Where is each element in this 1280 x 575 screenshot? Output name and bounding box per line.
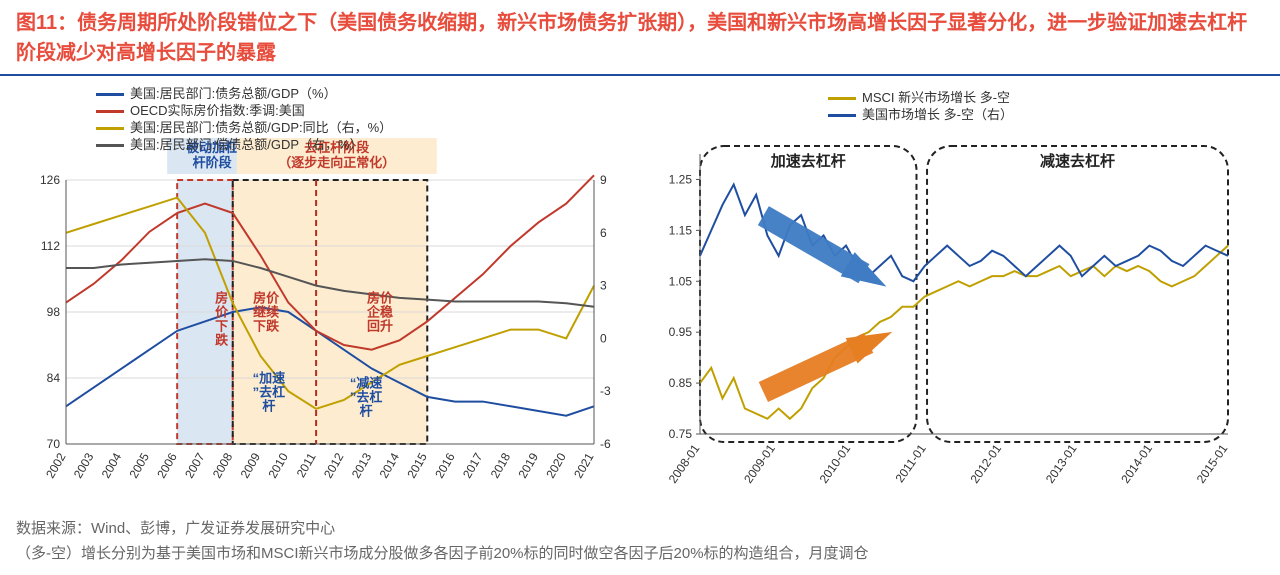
legend-item: 美国:居民部门:债务总额/GDP（%） bbox=[96, 86, 392, 103]
footer-note: （多-空）增长分别为基于美国市场和MSCI新兴市场成分股做多各因子前20%标的同… bbox=[16, 542, 1264, 563]
svg-text:-3: -3 bbox=[600, 384, 611, 398]
svg-text:-6: -6 bbox=[600, 437, 611, 451]
svg-text:2005: 2005 bbox=[126, 450, 152, 480]
svg-text:2008: 2008 bbox=[210, 450, 236, 480]
svg-text:2019: 2019 bbox=[516, 450, 542, 480]
svg-text:3: 3 bbox=[600, 279, 607, 293]
figure-title: 图11：债务周期所处阶段错位之下（美国债务收缩期，新兴市场债务扩张期），美国和新… bbox=[0, 0, 1280, 72]
svg-text:84: 84 bbox=[47, 371, 61, 385]
legend-item: MSCI 新兴市场增长 多-空 bbox=[828, 90, 1013, 107]
svg-text:2009: 2009 bbox=[238, 450, 264, 480]
svg-text:6: 6 bbox=[600, 226, 607, 240]
legend-item: 美国:居民部门:偿债总额/GDP（右，%） bbox=[96, 137, 392, 154]
svg-text:加速去杠杆: 加速去杠杆 bbox=[770, 152, 846, 170]
svg-text:房价继续下跌: 房价继续下跌 bbox=[253, 291, 280, 334]
left-chart-legend: 美国:居民部门:债务总额/GDP（%）OECD实际房价指数:季调:美国美国:居民… bbox=[96, 86, 392, 154]
svg-text:112: 112 bbox=[41, 239, 60, 253]
title-rule bbox=[0, 74, 1280, 76]
svg-text:2021: 2021 bbox=[571, 450, 597, 480]
legend-item: OECD实际房价指数:季调:美国 bbox=[96, 103, 392, 120]
svg-text:2012-01: 2012-01 bbox=[967, 441, 1004, 485]
svg-text:2017: 2017 bbox=[460, 450, 486, 480]
svg-text:2014: 2014 bbox=[377, 450, 403, 480]
legend-item: 美国市场增长 多-空（右） bbox=[828, 107, 1013, 124]
svg-text:2015-01: 2015-01 bbox=[1194, 441, 1231, 485]
svg-text:房价企稳回升: 房价企稳回升 bbox=[366, 291, 394, 334]
svg-text:0.75: 0.75 bbox=[669, 427, 693, 441]
svg-text:0.95: 0.95 bbox=[669, 325, 693, 339]
svg-text:2003: 2003 bbox=[71, 450, 97, 480]
svg-text:2004: 2004 bbox=[99, 450, 125, 480]
right-chart: 加速去杠杆 减速去杠杆 0.75 0.85 0.95 1.05 1.15 1.25 2008-0… bbox=[648, 84, 1248, 509]
svg-text:2011: 2011 bbox=[294, 450, 319, 480]
svg-text:0: 0 bbox=[600, 331, 607, 345]
svg-text:2009-01: 2009-01 bbox=[741, 441, 778, 485]
svg-text:2013-01: 2013-01 bbox=[1043, 441, 1080, 485]
svg-text:2018: 2018 bbox=[488, 450, 514, 480]
svg-text:98: 98 bbox=[47, 305, 61, 319]
svg-text:0.85: 0.85 bbox=[669, 376, 693, 390]
svg-text:房价下跌: 房价下跌 bbox=[215, 291, 229, 348]
svg-text:2020: 2020 bbox=[543, 450, 569, 480]
svg-text:1.15: 1.15 bbox=[669, 223, 693, 237]
svg-text:2008-01: 2008-01 bbox=[666, 441, 703, 485]
svg-text:2016: 2016 bbox=[432, 450, 458, 480]
svg-text:2014-01: 2014-01 bbox=[1118, 441, 1155, 485]
svg-text:126: 126 bbox=[40, 173, 60, 187]
figure-footer: 数据来源：Wind、彭博，广发证券发展研究中心 （多-空）增长分别为基于美国市场… bbox=[0, 509, 1280, 575]
footer-source: 数据来源：Wind、彭博，广发证券发展研究中心 bbox=[16, 517, 1264, 538]
charts-row: 被动加杠杆阶段去杠杆阶段（逐步走向正常化）708498112126-6-3036… bbox=[0, 80, 1280, 509]
svg-text:2013: 2013 bbox=[349, 450, 375, 480]
svg-text:2015: 2015 bbox=[404, 450, 430, 480]
right-chart-svg: 加速去杠杆 减速去杠杆 0.75 0.85 0.95 1.05 1.15 1.25 2008-0… bbox=[648, 84, 1248, 504]
svg-text:2010-01: 2010-01 bbox=[817, 441, 854, 485]
svg-text:2006: 2006 bbox=[154, 450, 180, 480]
legend-item: 美国:居民部门:债务总额/GDP:同比（右，%） bbox=[96, 120, 392, 137]
svg-text:2002: 2002 bbox=[43, 450, 69, 480]
svg-text:2007: 2007 bbox=[182, 450, 208, 480]
svg-text:9: 9 bbox=[600, 173, 607, 187]
svg-text:减速去杠杆: 减速去杠杆 bbox=[1040, 152, 1115, 170]
svg-text:2011-01: 2011-01 bbox=[893, 441, 929, 485]
svg-text:1.25: 1.25 bbox=[669, 172, 693, 186]
left-chart: 被动加杠杆阶段去杠杆阶段（逐步走向正常化）708498112126-6-3036… bbox=[16, 84, 636, 509]
right-chart-legend: MSCI 新兴市场增长 多-空美国市场增长 多-空（右） bbox=[828, 90, 1013, 124]
svg-text:2012: 2012 bbox=[321, 450, 347, 480]
svg-text:1.05: 1.05 bbox=[669, 274, 693, 288]
svg-text:2010: 2010 bbox=[265, 450, 291, 480]
svg-text:70: 70 bbox=[47, 437, 61, 451]
